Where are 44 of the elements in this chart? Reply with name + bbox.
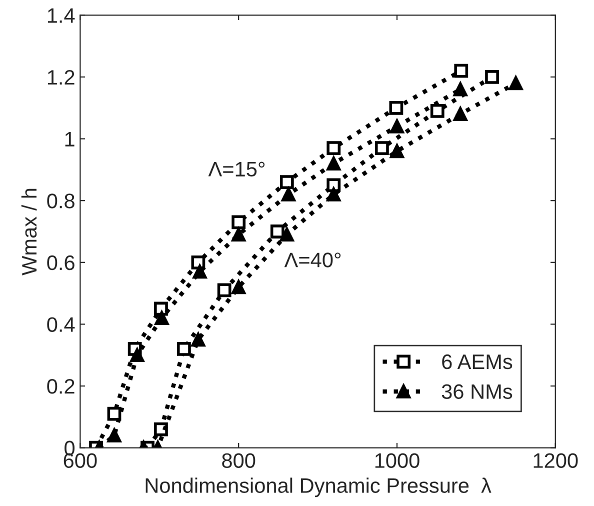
y-tick-label: 1.2 bbox=[48, 70, 74, 85]
point bbox=[390, 144, 404, 158]
point bbox=[217, 283, 232, 298]
point bbox=[130, 348, 144, 362]
x-tick-label: 1000 bbox=[375, 453, 420, 468]
point bbox=[508, 76, 523, 90]
point bbox=[232, 215, 246, 230]
y-tick-label: 1.4 bbox=[48, 8, 75, 23]
x-axis-title: Nondimensional Dynamic Pressure λ bbox=[146, 478, 492, 498]
point bbox=[154, 311, 169, 325]
point bbox=[389, 100, 404, 115]
point bbox=[282, 187, 296, 202]
point bbox=[280, 228, 294, 242]
point bbox=[326, 141, 341, 156]
legend-label: 6 AEMs bbox=[442, 354, 512, 370]
y-tick-label: 0.8 bbox=[47, 194, 74, 208]
point bbox=[192, 264, 207, 279]
point bbox=[390, 119, 404, 134]
point bbox=[453, 107, 468, 122]
point bbox=[430, 104, 444, 118]
point bbox=[454, 64, 468, 78]
y-tick-label: 0.4 bbox=[47, 317, 75, 332]
point bbox=[374, 141, 389, 156]
x-tick-label: 1200 bbox=[534, 453, 578, 468]
annotation: Λ=40° bbox=[284, 252, 341, 268]
point bbox=[326, 156, 341, 170]
x-tick-label: 800 bbox=[222, 453, 256, 468]
y-tick-label: 0.2 bbox=[47, 379, 74, 394]
point bbox=[176, 342, 191, 356]
point bbox=[232, 280, 246, 294]
point bbox=[485, 70, 499, 84]
y-axis-title: Wmax / h bbox=[21, 188, 37, 276]
point bbox=[107, 406, 122, 421]
y-tick-label: 1 bbox=[65, 132, 74, 146]
point bbox=[270, 224, 284, 238]
point bbox=[232, 228, 246, 242]
y-tick-label: 0.6 bbox=[47, 255, 74, 270]
point bbox=[191, 332, 206, 347]
point bbox=[453, 82, 468, 96]
point bbox=[280, 175, 294, 189]
point bbox=[107, 428, 122, 442]
point bbox=[326, 187, 341, 202]
legend-label: 36 NMs bbox=[442, 384, 512, 399]
annotation: Λ=15° bbox=[208, 162, 265, 177]
